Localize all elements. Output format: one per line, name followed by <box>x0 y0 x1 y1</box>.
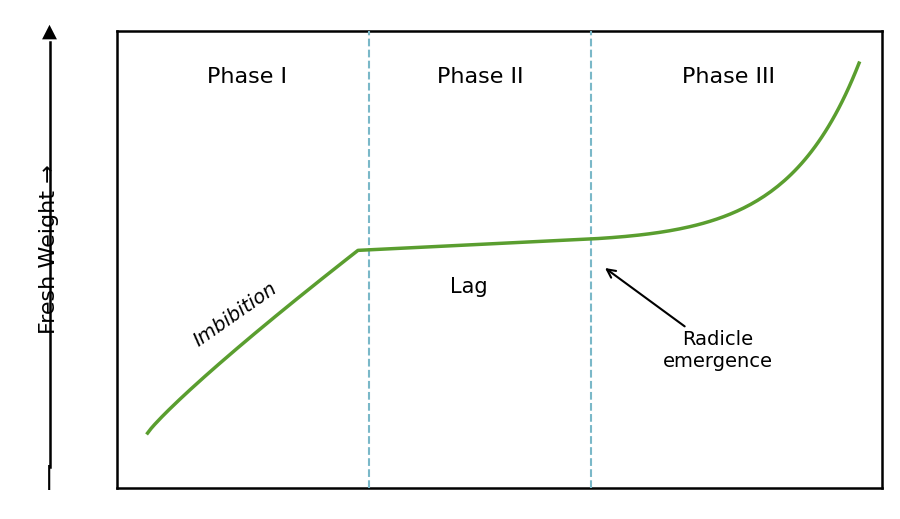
Text: Phase II: Phase II <box>437 67 524 87</box>
Text: Fresh Weight →: Fresh Weight → <box>40 164 59 334</box>
Text: Phase I: Phase I <box>207 67 287 87</box>
Text: Phase III: Phase III <box>682 67 776 87</box>
Text: ▲: ▲ <box>42 22 57 40</box>
Text: Lag: Lag <box>450 277 488 297</box>
Text: Imbibition: Imbibition <box>190 279 281 350</box>
Text: Radicle
emergence: Radicle emergence <box>662 331 772 371</box>
Text: |: | <box>45 465 54 490</box>
